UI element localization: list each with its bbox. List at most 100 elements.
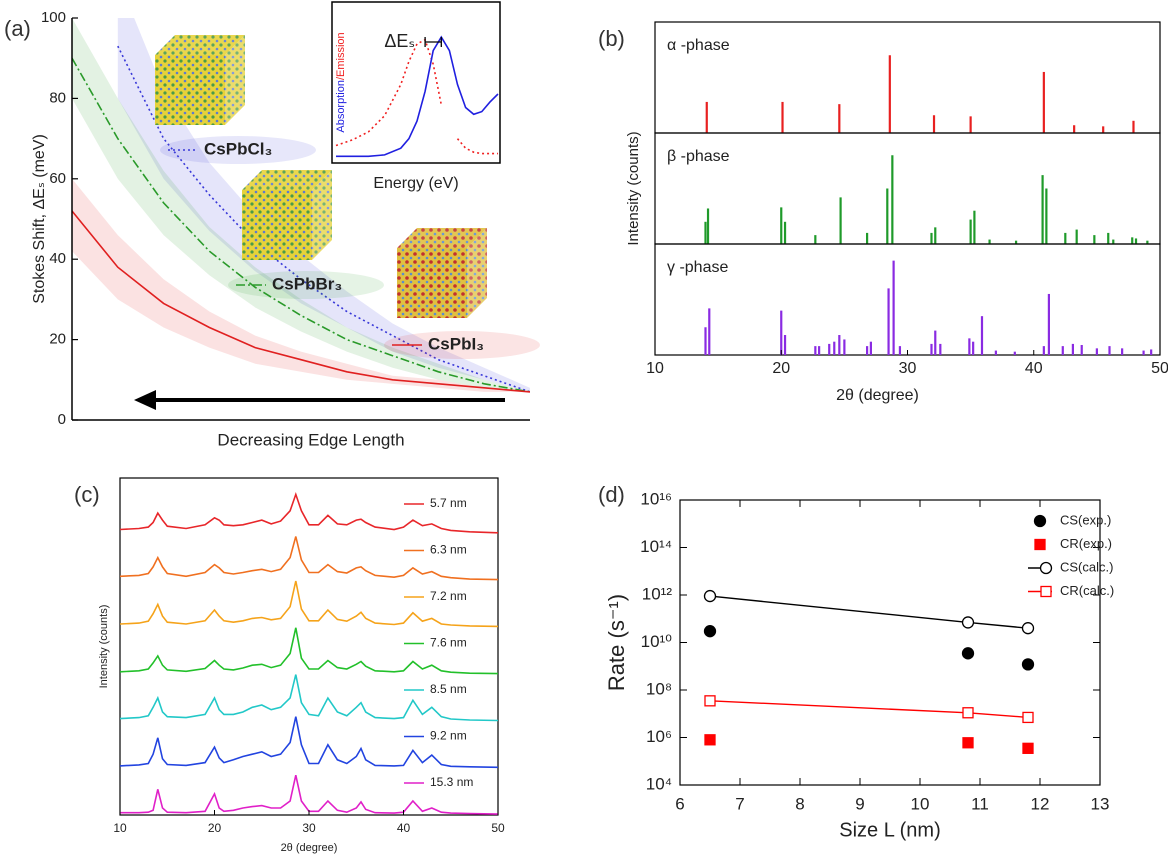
legend-marker	[1039, 561, 1053, 575]
legend-glow	[160, 136, 316, 164]
pattern-line	[119, 536, 499, 581]
marker	[704, 695, 716, 707]
x-axis-label: 2θ (degree)	[281, 842, 338, 854]
marker	[703, 625, 717, 638]
legend-glow	[228, 271, 384, 299]
legend-marker	[1040, 585, 1052, 598]
legend-marker	[1033, 514, 1047, 528]
y-tick-label: 0	[58, 411, 66, 428]
pattern-line	[119, 491, 499, 534]
panel-label: (d)	[598, 482, 625, 507]
pattern-line	[119, 580, 499, 628]
crystal-image	[155, 35, 245, 125]
x-tick-label: 10	[646, 360, 664, 377]
inset-y-label-part: /Emission	[335, 32, 347, 80]
panel-label: (a)	[4, 16, 31, 41]
pattern-line	[119, 627, 499, 675]
marker	[1022, 711, 1034, 724]
x-tick-label: 20	[772, 360, 790, 377]
legend-label: CS(exp.)	[1060, 512, 1111, 527]
y-tick-label: 10¹⁰	[641, 632, 673, 651]
inset-x-label: Energy (eV)	[373, 175, 458, 192]
x-axis-label: 2θ (degree)	[836, 387, 919, 404]
x-tick-label: 50	[491, 821, 505, 835]
legend-label: CsPbBr₃	[272, 274, 342, 293]
y-tick-label: 100	[41, 9, 66, 26]
legend-label: CR(calc.)	[1060, 583, 1114, 598]
marker	[962, 707, 974, 719]
marker	[1022, 742, 1034, 754]
x-tick-label: 10	[911, 794, 930, 813]
x-axis-label: Size L (nm)	[839, 819, 941, 841]
y-tick-label: 10⁸	[646, 679, 672, 698]
inset-line	[336, 35, 499, 158]
inset-frame	[331, 1, 501, 164]
marker	[703, 589, 717, 603]
y-tick-label: 10⁶	[646, 727, 672, 746]
x-tick-label: 50	[1151, 360, 1168, 377]
x-tick-label: 7	[735, 794, 744, 813]
confidence-band	[72, 18, 530, 392]
x-tick-label: 30	[899, 360, 917, 377]
fit-line	[709, 700, 1029, 719]
x-axis-label: Decreasing Edge Length	[217, 430, 404, 449]
x-tick-label: 9	[855, 794, 864, 813]
y-tick-label: 60	[49, 170, 66, 187]
series-line	[72, 57, 530, 393]
y-axis-label: Rate (s⁻¹)	[604, 594, 629, 691]
crystal-image	[397, 228, 487, 318]
legend-label: CsPbI₃	[428, 334, 484, 353]
panel-label: (b)	[598, 26, 625, 51]
marker	[1021, 622, 1035, 635]
marker	[704, 734, 716, 746]
legend-label: CR(exp.)	[1060, 536, 1112, 551]
subpanel-frame	[654, 132, 1161, 245]
y-axis-label: Intensity (counts)	[98, 605, 110, 689]
x-tick-label: 40	[397, 821, 411, 835]
y-tick-label: 10¹⁶	[640, 489, 672, 508]
legend-label: CsPbCl₃	[204, 139, 272, 158]
fit-line	[709, 595, 1029, 629]
y-tick-label: 20	[49, 331, 66, 348]
legend-label: 9.2 nm	[430, 729, 467, 743]
x-tick-label: 20	[208, 821, 222, 835]
pattern-line	[119, 674, 499, 722]
x-tick-label: 8	[795, 794, 804, 813]
marker	[961, 616, 975, 629]
confidence-band	[117, 18, 530, 392]
legend-label: 7.2 nm	[430, 589, 467, 603]
x-tick-label: 10	[113, 821, 127, 835]
annotation: ΔEₛ	[384, 31, 415, 51]
legend-label: 6.3 nm	[430, 543, 467, 557]
crystal-image	[242, 170, 332, 260]
x-tick-label: 12	[1031, 794, 1050, 813]
inset-y-label: Absorption/Emission	[335, 32, 347, 132]
phase-label: α -phase	[667, 37, 730, 54]
y-tick-label: 80	[49, 89, 66, 106]
legend-marker	[1034, 538, 1046, 551]
x-tick-label: 11	[971, 794, 989, 813]
subpanel-frame	[654, 21, 1161, 134]
x-tick-label: 40	[1025, 360, 1043, 377]
y-axis-label: Intensity (counts)	[625, 131, 642, 245]
legend-label: 8.5 nm	[430, 682, 467, 696]
inset-line	[335, 38, 498, 155]
marker	[1021, 658, 1035, 671]
series-line	[72, 210, 530, 393]
pattern-line	[120, 775, 499, 815]
y-axis-label: Stokes Shift, ΔEₛ (meV)	[31, 134, 48, 304]
legend-label: 5.7 nm	[430, 496, 467, 510]
arrow-head	[134, 390, 156, 410]
subpanel-frame	[654, 243, 1161, 356]
x-tick-label: 30	[302, 821, 316, 835]
x-tick-label: 13	[1091, 794, 1110, 813]
y-tick-label: 10¹⁴	[640, 537, 672, 556]
x-tick-label: 6	[675, 794, 684, 813]
y-tick-label: 10¹²	[642, 584, 673, 603]
legend-glow	[384, 331, 540, 359]
phase-label: β -phase	[667, 148, 730, 165]
plot-area	[72, 18, 530, 393]
legend-label: 7.6 nm	[430, 636, 467, 650]
